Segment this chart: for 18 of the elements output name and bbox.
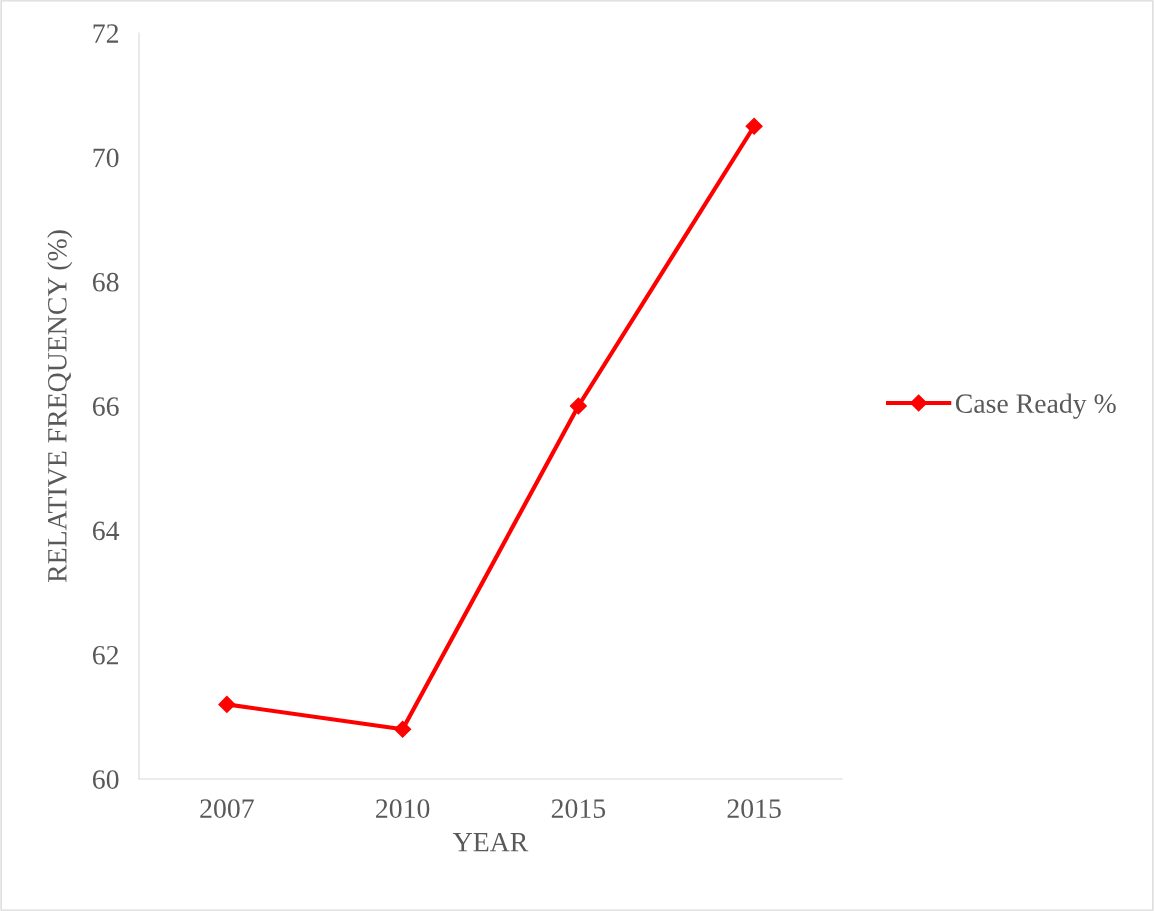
y-tick-label: 68 (92, 272, 119, 292)
point (745, 117, 763, 135)
y-tick-label: 64 (92, 521, 120, 541)
legend-label: Case Ready % (955, 393, 1116, 419)
x-tick-label: 2015 (551, 799, 606, 818)
y-tick-label: 72 (93, 24, 119, 43)
x-tick-label: 2010 (376, 799, 430, 818)
x-tick-label: 2007 (200, 799, 254, 818)
y-axis-title: RELATIVE FREQUENCY (%) (47, 230, 73, 583)
y-tick-label: 62 (92, 645, 119, 665)
y-tick-label: 60 (92, 770, 119, 789)
x-tick-label: 2015 (727, 799, 781, 818)
point (569, 397, 587, 415)
point (394, 720, 412, 738)
point (218, 695, 236, 713)
y-tick-label: 66 (92, 397, 119, 416)
y-tick-label: 70 (93, 148, 119, 168)
x-axis-title: YEAR (453, 832, 529, 852)
